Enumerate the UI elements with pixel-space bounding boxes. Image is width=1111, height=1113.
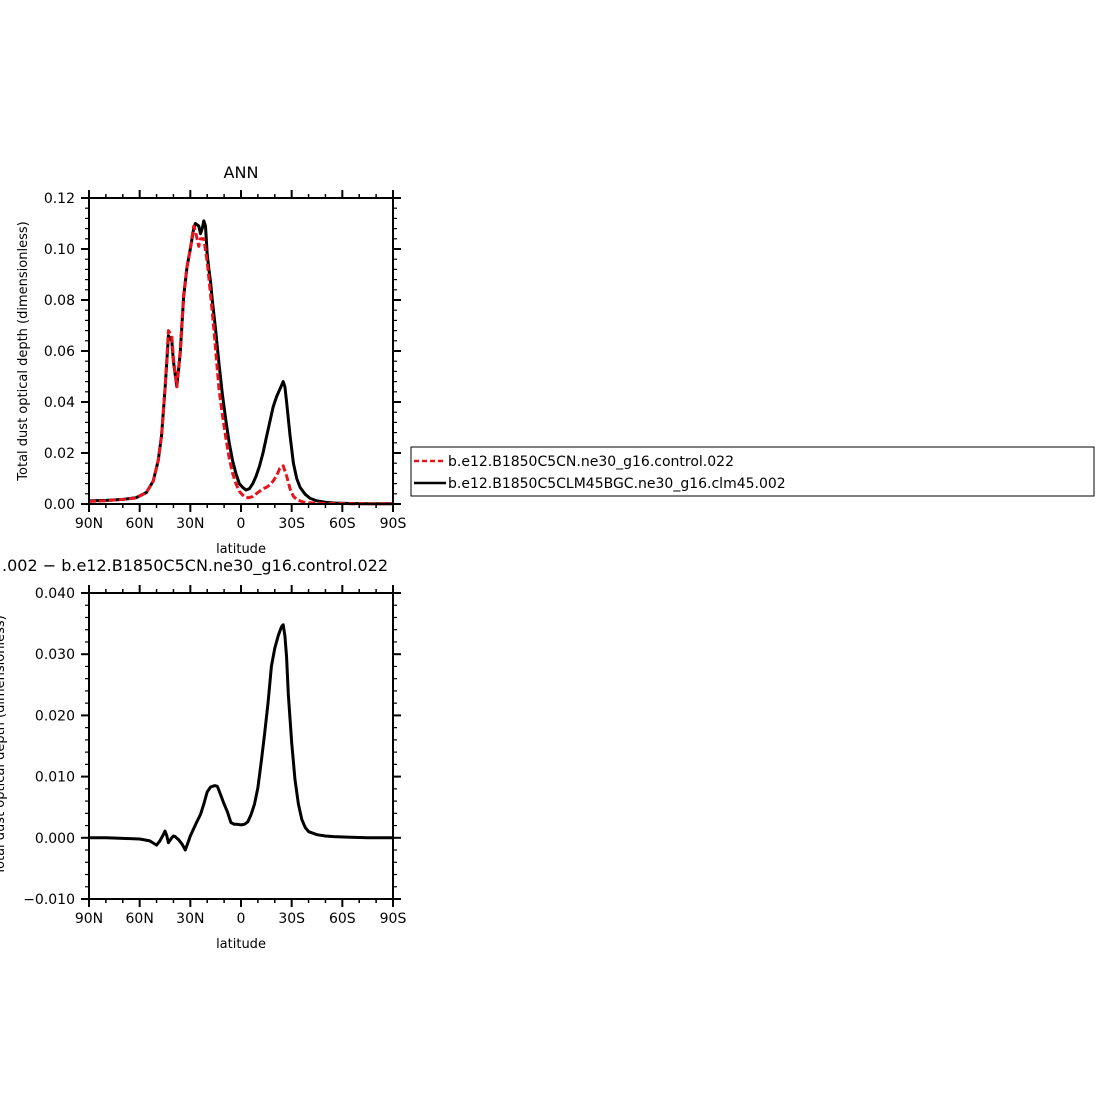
series-line-0 (89, 623, 393, 852)
xtick-label: 30N (176, 911, 204, 927)
ytick-label: 0.010 (35, 770, 75, 786)
top-panel-ylabel: Total dust optical depth (dimensionless) (16, 221, 31, 481)
top-panel-frame (88, 197, 394, 505)
bottom-panel-title: .002 − b.e12.B1850C5CN.ne30_g16.control.… (2, 556, 388, 576)
ytick-label: 0.020 (35, 708, 75, 724)
top-panel-lines (88, 219, 393, 506)
series-line-0 (88, 224, 393, 506)
xtick-label: 30N (176, 516, 204, 532)
ytick-label: 0.10 (44, 242, 75, 258)
ytick-label: 0.000 (35, 831, 75, 847)
series-line-1 (88, 219, 393, 506)
xtick-label: 90N (75, 516, 103, 532)
ytick-label: 0.12 (44, 191, 75, 207)
ytick-label: 0.040 (35, 586, 75, 602)
ytick-label: 0.08 (44, 293, 75, 309)
xtick-label: 60S (329, 516, 356, 532)
legend-box (410, 446, 1095, 497)
xtick-label: 60S (329, 911, 356, 927)
bottom-panel-xlabel: latitude (216, 937, 266, 952)
ytick-label: 0.02 (44, 446, 75, 462)
ytick-label: −0.010 (23, 892, 75, 908)
legend-label-control: b.e12.B1850C5CN.ne30_g16.control.022 (448, 454, 734, 470)
top-panel-ticks: 90N 60N 30N 0 30S 60S 90S 0.00 0.02 0.04 0.06 0.08 0… (44, 190, 407, 532)
bottom-panel: .002 − b.e12.B1850C5CN.ne30_g16.control.… (0, 556, 406, 952)
xtick-label: 30S (278, 911, 305, 927)
top-panel-xlabel: latitude (216, 542, 266, 557)
xtick-label: 90N (75, 911, 103, 927)
bottom-panel-lines (89, 623, 393, 852)
xtick-label: 90S (380, 516, 407, 532)
ytick-label: 0.030 (35, 647, 75, 663)
top-panel-title: ANN (224, 163, 259, 182)
xtick-label: 0 (237, 516, 246, 532)
xtick-label: 0 (237, 911, 246, 927)
ytick-label: 0.06 (44, 344, 75, 360)
bottom-panel-frame (88, 592, 394, 900)
bottom-panel-ticks: 90N 60N 30N 0 30S 60S 90S −0.010 0.000 0.010 0.020… (23, 585, 406, 927)
ytick-label: 0.04 (44, 395, 75, 411)
xtick-label: 60N (126, 911, 154, 927)
xtick-label: 30S (278, 516, 305, 532)
legend-label-clm45: b.e12.B1850C5CLM45BGC.ne30_g16.clm45.002 (448, 476, 786, 492)
xtick-label: 90S (380, 911, 407, 927)
bottom-panel-ylabel: Total dust optical depth (dimensionless) (0, 615, 8, 875)
legend: b.e12.B1850C5CN.ne30_g16.control.022 b.e… (410, 446, 1095, 497)
top-panel: ANN 90N 60N 30N 0 30S 60S 90S 0.00 0.02 0.04 0.06 0… (16, 163, 406, 557)
xtick-label: 60N (126, 516, 154, 532)
ytick-label: 0.00 (44, 497, 75, 513)
